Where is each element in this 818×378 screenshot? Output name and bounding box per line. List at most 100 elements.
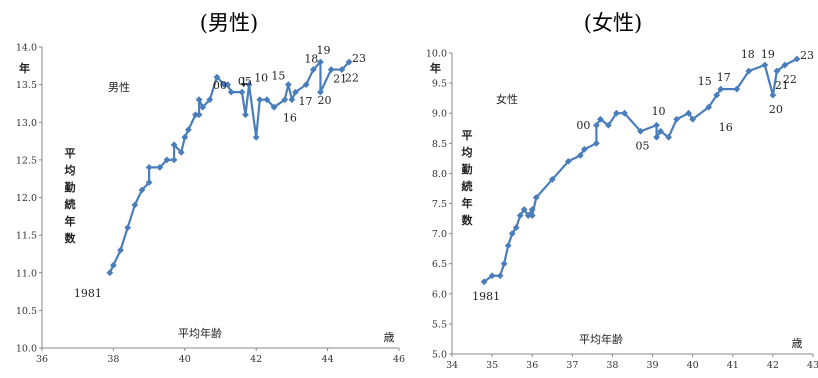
- male-data-point: [338, 66, 346, 73]
- female-annotation-00: 00: [576, 119, 590, 132]
- female-y-tick-label: 5.5: [432, 319, 447, 330]
- male-y-tick-label: 10.0: [16, 344, 37, 355]
- male-y-tick-label: 14.0: [16, 43, 37, 54]
- male-y-tick-label: 11.0: [16, 268, 37, 279]
- male-data-point: [145, 164, 153, 171]
- female-y-axis-label-char: 平: [462, 129, 473, 142]
- male-data-point: [199, 103, 207, 111]
- female-data-point: [496, 272, 504, 280]
- female-x-tick-label: 36: [526, 360, 538, 371]
- female-data-point: [733, 85, 741, 93]
- male-data-point: [192, 111, 199, 119]
- male-y-tick-label: 10.5: [16, 306, 37, 317]
- female-data-point: [576, 151, 584, 159]
- male-data-point: [138, 186, 146, 194]
- male-annotation-10: 10: [254, 72, 268, 85]
- female-data-point: [613, 109, 620, 117]
- male-x-tick-label: 36: [36, 354, 48, 365]
- female-data-point: [564, 157, 572, 165]
- female-y-tick-label: 9.5: [432, 79, 447, 90]
- male-annotation-15: 15: [271, 70, 285, 83]
- female-y-tick-label: 5.0: [432, 350, 447, 361]
- female-data-point: [593, 139, 600, 147]
- male-data-point: [177, 148, 185, 156]
- female-data-point: [685, 109, 693, 117]
- male-data-point: [327, 66, 335, 73]
- male-data-point: [281, 96, 289, 104]
- female-data-point: [781, 61, 789, 69]
- female-annotation-10: 10: [652, 105, 666, 118]
- female-y-tick-label: 6.0: [432, 289, 447, 300]
- female-y-tick-label: 8.5: [432, 139, 447, 150]
- female-annotation-21: 21: [775, 79, 789, 92]
- male-annotation-23: 23: [352, 52, 366, 65]
- female-data-point: [597, 115, 604, 123]
- female-data-point: [593, 121, 600, 129]
- female-data-point: [508, 230, 516, 237]
- male-annotation-05: 05: [238, 75, 252, 88]
- male-data-point: [213, 73, 221, 81]
- female-data-point: [524, 212, 532, 219]
- male-data-point: [263, 96, 271, 104]
- male-data-point: [124, 224, 132, 231]
- female-data-point: [480, 278, 488, 286]
- male-x-tick-label: 38: [107, 354, 119, 365]
- female-series-label: 女性: [496, 92, 518, 106]
- female-y-axis-label-char: 勤: [462, 162, 473, 176]
- female-y-unit-label: 年: [430, 61, 441, 75]
- female-x-tick-label: 35: [486, 360, 498, 371]
- male-annotation-17: 17: [298, 95, 312, 108]
- female-annotation-22: 22: [783, 73, 797, 86]
- male-data-point: [206, 96, 214, 104]
- male-y-tick-label: 12.5: [16, 155, 37, 166]
- female-x-axis-label: 平均年齢: [579, 332, 623, 346]
- female-data-point: [532, 194, 540, 201]
- female-data-point: [580, 145, 588, 153]
- male-data-point: [106, 269, 114, 277]
- male-data-point: [292, 88, 299, 96]
- male-annotation-arrowhead: [240, 83, 247, 88]
- female-y-tick-label: 10.0: [426, 49, 447, 60]
- male-data-point: [317, 88, 324, 96]
- male-data-point: [256, 96, 264, 104]
- male-data-point: [163, 156, 171, 164]
- female-y-tick-label: 7.0: [432, 229, 447, 240]
- male-annotation-1981: 1981: [74, 287, 102, 300]
- female-x-tick-label: 38: [606, 360, 618, 371]
- male-y-axis-label-char: 勤: [65, 180, 76, 194]
- female-annotation-1981: 1981: [472, 290, 500, 303]
- female-annotation-16: 16: [719, 121, 733, 134]
- male-series-label: 男性: [108, 80, 130, 94]
- male-x-tick-label: 42: [250, 354, 262, 365]
- female-data-point: [528, 212, 536, 219]
- female-annotation-19: 19: [761, 48, 775, 61]
- female-y-axis-label-char: 年: [462, 196, 473, 210]
- female-x-tick-label: 34: [446, 360, 458, 371]
- male-y-axis-label-char: 均: [65, 163, 76, 177]
- female-data-point: [745, 67, 753, 75]
- female-data-point: [689, 115, 697, 123]
- male-data-point: [227, 88, 235, 96]
- female-annotation-23: 23: [800, 49, 814, 62]
- male-annotation-16: 16: [283, 112, 297, 125]
- male-y-tick-label: 13.5: [16, 80, 37, 91]
- female-data-point: [504, 242, 512, 250]
- male-data-point: [170, 141, 178, 149]
- male-annotation-19: 19: [316, 44, 330, 57]
- female-y-axis-label-char: 続: [462, 179, 473, 193]
- male-annotation-20: 20: [317, 94, 331, 107]
- male-y-tick-label: 12.0: [16, 193, 37, 204]
- male-annotation-21: 21: [333, 73, 347, 86]
- female-chart-svg: (女性) 5.0 5.5 6.0 6.5 7.0 7.5 8.0 8.5 9.0 9.5 10.0 34…: [426, 11, 818, 371]
- female-data-point: [520, 206, 528, 213]
- female-y-tick-label: 6.5: [432, 259, 447, 270]
- male-data-point: [184, 126, 192, 134]
- male-y-axis-label-char: 年: [65, 214, 76, 228]
- female-data-point: [705, 103, 713, 111]
- male-data-point: [224, 81, 232, 89]
- female-annotation-18: 18: [741, 48, 755, 61]
- female-data-point: [665, 133, 672, 141]
- male-y-tick-label: 11.5: [16, 231, 37, 242]
- female-x-tick-label: 43: [807, 360, 818, 371]
- female-y-tick-label: 7.5: [432, 199, 447, 210]
